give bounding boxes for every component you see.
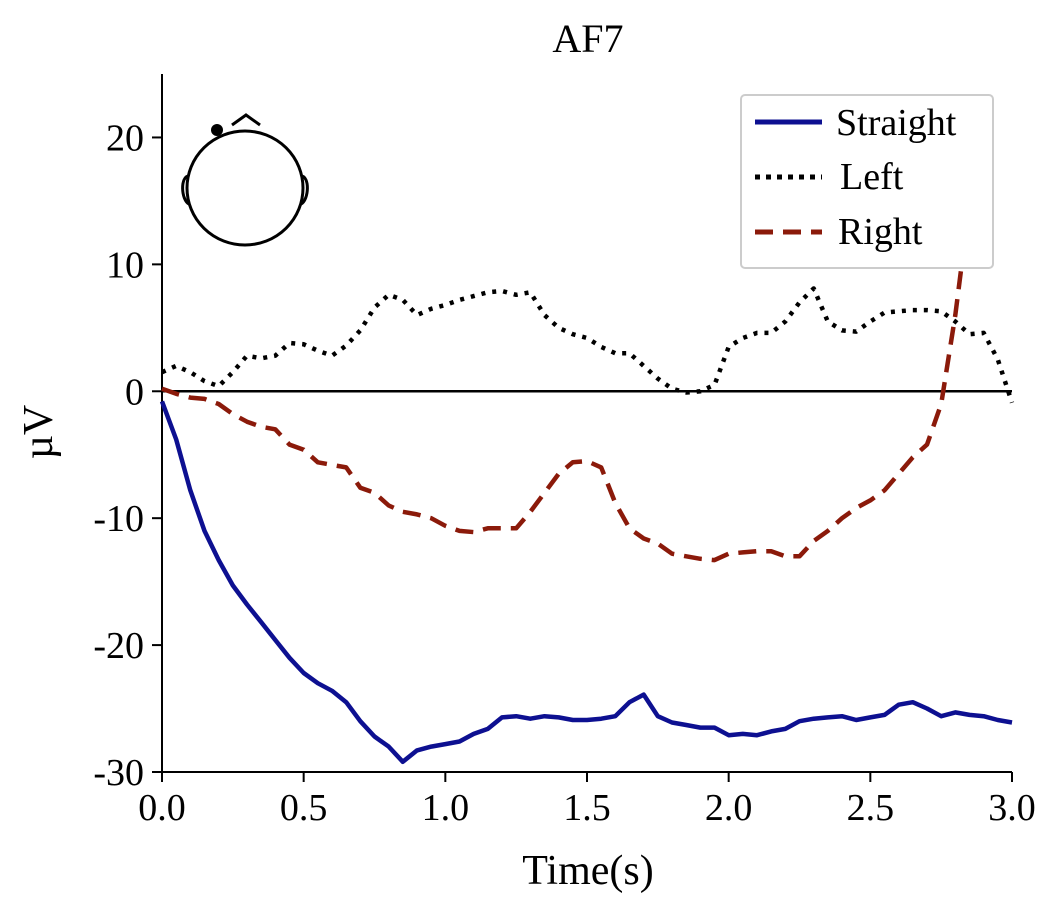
y-tick-label: 10 — [106, 244, 144, 286]
x-axis-ticks: 0.0 0.5 1.0 1.5 2.0 2.5 3.0 — [138, 772, 1036, 829]
legend-frame — [740, 94, 994, 269]
legend-label-left: Left — [840, 156, 904, 198]
x-tick-label: 2.0 — [705, 787, 753, 829]
x-tick-label: 1.5 — [563, 787, 611, 829]
series-line-left — [161, 286, 1015, 404]
y-tick-label: -30 — [93, 752, 144, 794]
x-tick-label: 2.5 — [847, 787, 895, 829]
y-axis-label: µV — [16, 405, 62, 460]
series-layer — [159, 203, 1015, 765]
electrode-marker — [211, 124, 223, 136]
head-left-ear — [181, 174, 190, 206]
head-right-ear — [300, 174, 309, 206]
legend: Straight Left Right — [740, 94, 994, 269]
y-tick-label: -10 — [93, 498, 144, 540]
y-tick-label: -20 — [93, 625, 144, 667]
x-tick-label: 0.5 — [280, 787, 328, 829]
x-tick-label: 3.0 — [988, 787, 1036, 829]
legend-label-straight: Straight — [836, 102, 957, 144]
head-outline — [185, 129, 305, 247]
chart-title: AF7 — [552, 16, 623, 61]
series-line-right — [161, 203, 972, 563]
y-tick-label: 20 — [106, 117, 144, 159]
y-tick-label: 0 — [125, 371, 144, 413]
head-nose — [231, 113, 261, 127]
series-line-straight — [159, 400, 1013, 765]
x-tick-label: 0.0 — [138, 787, 186, 829]
legend-label-right: Right — [838, 211, 923, 253]
x-axis-label: Time(s) — [522, 848, 653, 894]
x-tick-label: 1.0 — [422, 787, 470, 829]
head-map-inset — [181, 113, 309, 247]
y-axis-ticks: -30 -20 -10 0 10 20 — [93, 117, 162, 794]
